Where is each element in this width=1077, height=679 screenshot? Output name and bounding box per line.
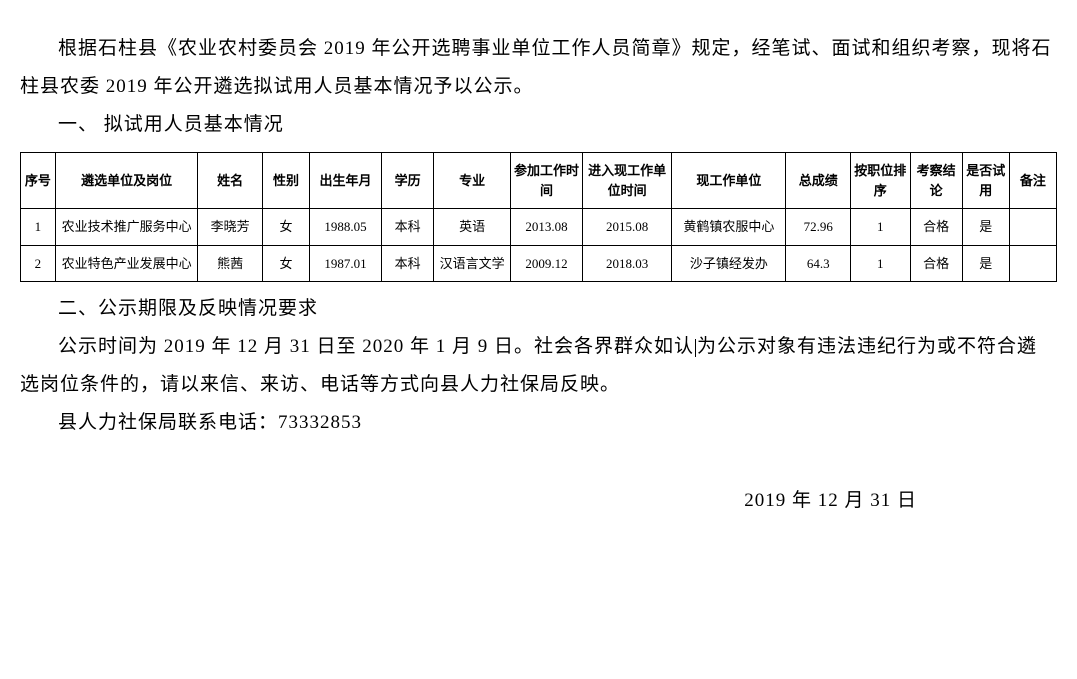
section1-title: 一、 拟试用人员基本情况 xyxy=(20,106,1057,144)
header-birth: 出生年月 xyxy=(310,153,382,209)
header-currentunittime: 进入现工作单位时间 xyxy=(583,153,672,209)
cell-trial: 是 xyxy=(962,245,1009,282)
section2-title: 二、公示期限及反映情况要求 xyxy=(20,290,1057,328)
cell-unit: 农业特色产业发展中心 xyxy=(55,245,198,282)
cell-gender: 女 xyxy=(262,245,309,282)
header-major: 专业 xyxy=(434,153,511,209)
contact-paragraph: 县人力社保局联系电话：73332853 xyxy=(20,404,1057,442)
header-worktime: 参加工作时间 xyxy=(511,153,583,209)
cell-seq: 2 xyxy=(21,245,56,282)
cell-gender: 女 xyxy=(262,209,309,246)
cell-remark xyxy=(1009,245,1056,282)
cell-trial: 是 xyxy=(962,209,1009,246)
cell-birth: 1988.05 xyxy=(310,209,382,246)
cell-unit: 农业技术推广服务中心 xyxy=(55,209,198,246)
personnel-table: 序号 遴选单位及岗位 姓名 性别 出生年月 学历 专业 参加工作时间 进入现工作… xyxy=(20,152,1057,282)
text-cursor xyxy=(695,339,696,357)
cell-total_score: 64.3 xyxy=(786,245,851,282)
cell-work_time: 2009.12 xyxy=(511,245,583,282)
header-remark: 备注 xyxy=(1009,153,1056,209)
header-currentunit: 现工作单位 xyxy=(672,153,786,209)
cell-total_score: 72.96 xyxy=(786,209,851,246)
cell-exam_result: 合格 xyxy=(910,245,962,282)
cell-current_unit_time: 2015.08 xyxy=(583,209,672,246)
intro-paragraph: 根据石柱县《农业农村委员会 2019 年公开选聘事业单位工作人员简章》规定，经笔… xyxy=(20,30,1057,106)
cell-remark xyxy=(1009,209,1056,246)
cell-rank: 1 xyxy=(850,245,910,282)
cell-name: 熊茜 xyxy=(198,245,263,282)
cell-exam_result: 合格 xyxy=(910,209,962,246)
header-trial: 是否试用 xyxy=(962,153,1009,209)
cell-work_time: 2013.08 xyxy=(511,209,583,246)
header-totalscore: 总成绩 xyxy=(786,153,851,209)
table-row: 2农业特色产业发展中心熊茜女1987.01本科汉语言文学2009.122018.… xyxy=(21,245,1057,282)
notice-paragraph: 公示时间为 2019 年 12 月 31 日至 2020 年 1 月 9 日。社… xyxy=(20,328,1057,404)
cell-seq: 1 xyxy=(21,209,56,246)
cell-current_unit: 沙子镇经发办 xyxy=(672,245,786,282)
cell-major: 汉语言文学 xyxy=(434,245,511,282)
cell-rank: 1 xyxy=(850,209,910,246)
header-rank: 按职位排序 xyxy=(850,153,910,209)
cell-education: 本科 xyxy=(382,209,434,246)
header-education: 学历 xyxy=(382,153,434,209)
cell-current_unit: 黄鹤镇农服中心 xyxy=(672,209,786,246)
cell-birth: 1987.01 xyxy=(310,245,382,282)
table-header-row: 序号 遴选单位及岗位 姓名 性别 出生年月 学历 专业 参加工作时间 进入现工作… xyxy=(21,153,1057,209)
signature-date: 2019 年 12 月 31 日 xyxy=(20,482,1057,520)
cell-name: 李晓芳 xyxy=(198,209,263,246)
header-unit: 遴选单位及岗位 xyxy=(55,153,198,209)
notice-text-part1: 公示时间为 2019 年 12 月 31 日至 2020 年 1 月 9 日。社… xyxy=(58,336,694,357)
cell-current_unit_time: 2018.03 xyxy=(583,245,672,282)
header-name: 姓名 xyxy=(198,153,263,209)
header-examresult: 考察结论 xyxy=(910,153,962,209)
cell-major: 英语 xyxy=(434,209,511,246)
table-row: 1农业技术推广服务中心李晓芳女1988.05本科英语2013.082015.08… xyxy=(21,209,1057,246)
cell-education: 本科 xyxy=(382,245,434,282)
header-seq: 序号 xyxy=(21,153,56,209)
header-gender: 性别 xyxy=(262,153,309,209)
